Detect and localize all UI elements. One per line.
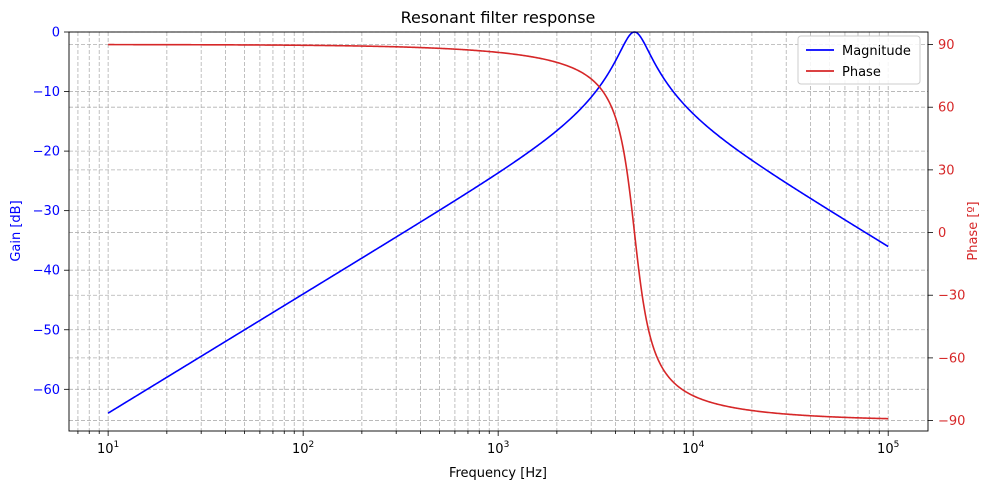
x-axis-label: Frequency [Hz] <box>449 466 547 481</box>
y-right-tick-label: 60 <box>938 101 955 116</box>
y-right-tick-label: 0 <box>938 226 946 241</box>
legend-label-phase: Phase <box>842 65 881 80</box>
y-axis-label-right: Phase [º] <box>966 201 981 260</box>
y-left-tick-label: −10 <box>33 85 60 100</box>
y-left-tick-label: −60 <box>33 383 60 398</box>
series-line-magnitude <box>107 31 889 414</box>
y-right-tick-label: −30 <box>938 289 965 304</box>
y-right-tick-label: 90 <box>938 38 955 53</box>
y-left-tick-label: −40 <box>33 264 60 279</box>
y-right-tick-label: −60 <box>938 351 965 366</box>
legend: Magnitude Phase <box>797 35 921 85</box>
series-layer <box>107 31 889 420</box>
y-left-tick-label: 0 <box>52 26 60 41</box>
y-right-tick-label: 30 <box>938 163 955 178</box>
legend-label-magnitude: Magnitude <box>842 44 911 59</box>
y-left-tick-label: −30 <box>33 204 60 219</box>
grid <box>69 31 928 431</box>
legend-box <box>797 35 921 85</box>
chart-title: Resonant filter response <box>401 8 596 27</box>
y-left-tick-label: −50 <box>33 323 60 338</box>
y-right-tick-label: −90 <box>938 414 965 429</box>
y-axis-label-left: Gain [dB] <box>9 200 24 261</box>
series-line-phase <box>108 43 889 420</box>
y-left-tick-label: −20 <box>33 145 60 160</box>
